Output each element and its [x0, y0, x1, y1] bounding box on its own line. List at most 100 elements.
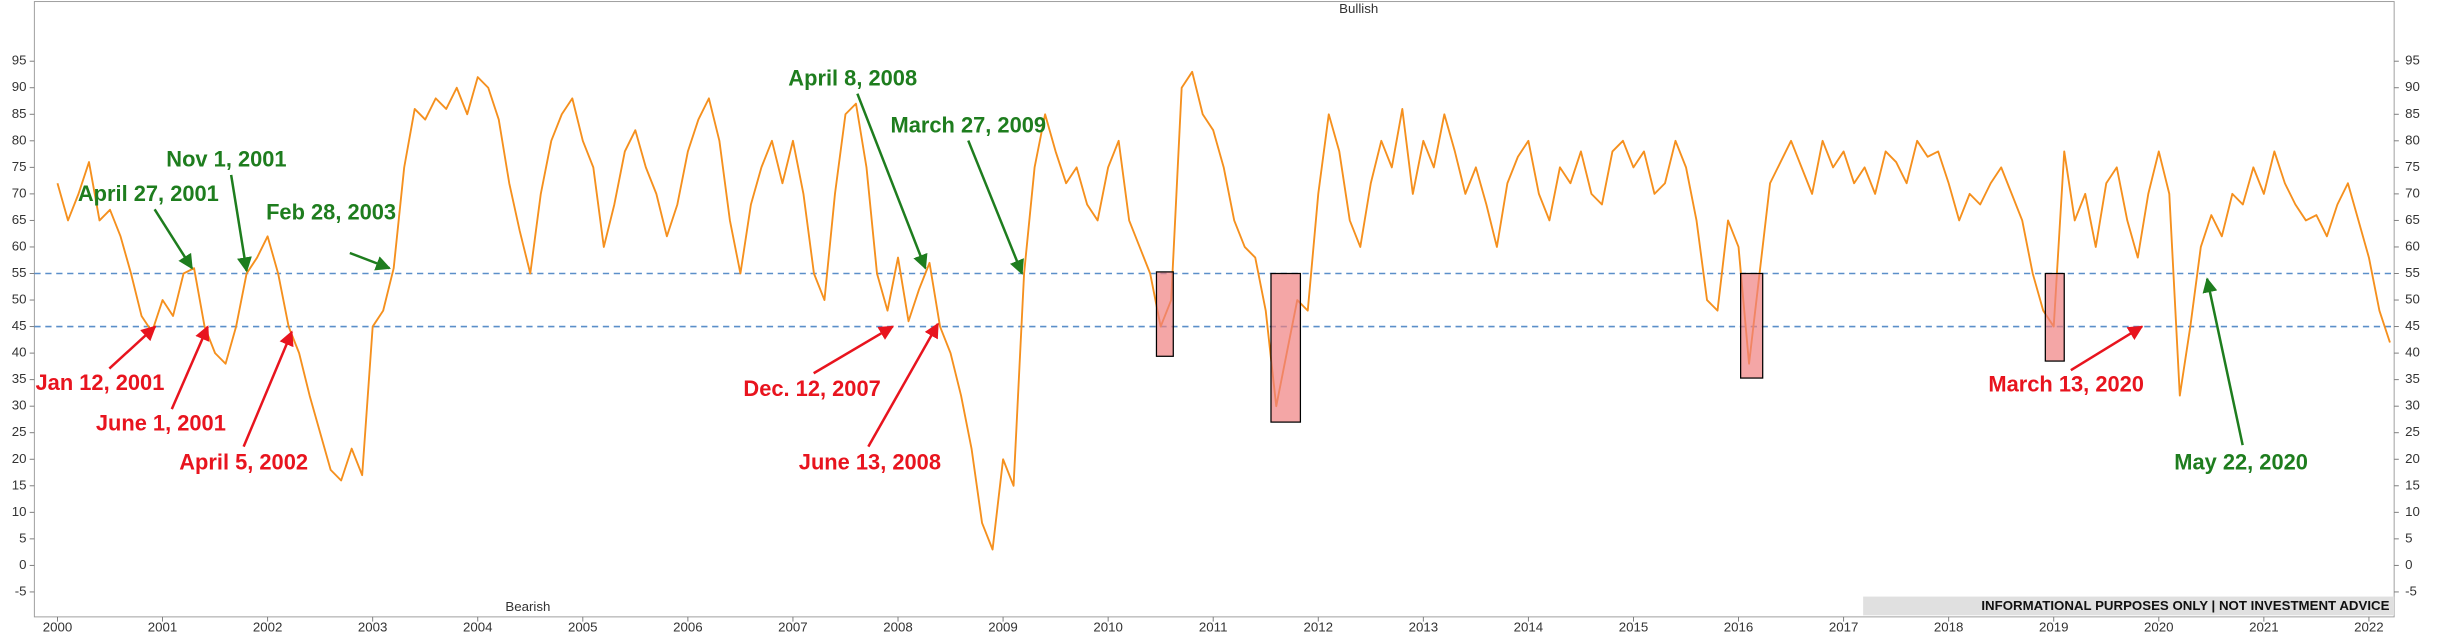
disclaimer: INFORMATIONAL PURPOSES ONLY | NOT INVEST…	[1981, 598, 2389, 613]
x-tick-label: 2003	[358, 619, 388, 634]
x-tick-label: 2005	[568, 619, 598, 634]
y2-tick-label: 65	[2405, 212, 2420, 227]
annotation-label: April 5, 2002	[179, 450, 308, 475]
y2-tick-label: 45	[2405, 318, 2420, 333]
annotation-label: April 8, 2008	[788, 65, 917, 90]
x-tick-label: 2018	[1934, 619, 1964, 634]
y-tick-label: 40	[12, 345, 27, 360]
y2-tick-label: 0	[2405, 557, 2412, 572]
x-tick-label: 2014	[1514, 619, 1544, 634]
x-tick-label: 2021	[2249, 619, 2279, 634]
annotation-arrow	[856, 93, 928, 270]
x-tick-label: 2017	[1829, 619, 1859, 634]
disclaimer-box	[1863, 596, 2395, 616]
x-tick-label: 2001	[148, 619, 178, 634]
x-tick-label: 2013	[1409, 619, 1439, 634]
annotation-arrow	[813, 325, 895, 375]
y2-tick-label: 85	[2405, 106, 2420, 121]
y-tick-label: 5	[19, 530, 26, 545]
annotation-arrow	[867, 322, 940, 448]
highlight-box	[1155, 271, 1174, 357]
y-tick-label: 25	[12, 424, 27, 439]
annotation-label: June 1, 2001	[96, 411, 226, 436]
x-tick-label: 2008	[883, 619, 913, 634]
annotation-label: Jan 12, 2001	[36, 370, 165, 395]
annotation-arrow	[153, 208, 194, 270]
y-tick-label: 0	[19, 557, 26, 572]
y2-tick-label: 95	[2405, 53, 2420, 68]
x-tick-label: 2019	[2039, 619, 2069, 634]
y-tick-label: 20	[12, 451, 27, 466]
y2-tick-label: 5	[2405, 530, 2412, 545]
annotation-label: May 22, 2020	[2174, 450, 2308, 475]
y2-tick-label: 50	[2405, 292, 2420, 307]
annotation-arrow	[2202, 277, 2244, 446]
y-tick-label: 10	[12, 504, 27, 519]
y2-tick-label: 80	[2405, 132, 2420, 147]
annotation-arrow	[229, 174, 252, 273]
y-tick-label: 35	[12, 371, 27, 386]
annotation-arrow	[967, 140, 1024, 275]
y2-tick-label: 40	[2405, 345, 2420, 360]
x-tick-label: 2009	[988, 619, 1018, 634]
y-tick-label: -5	[15, 583, 27, 598]
y-tick-label: 30	[12, 398, 27, 413]
y-tick-label: 15	[12, 477, 27, 492]
x-tick-label: 2007	[778, 619, 808, 634]
x-tick-label: 2006	[673, 619, 703, 634]
annotation-arrow	[349, 251, 391, 271]
y-tick-label: 80	[12, 132, 27, 147]
y2-tick-label: 70	[2405, 185, 2420, 200]
x-tick-label: 2004	[463, 619, 493, 634]
x-tick-label: 2020	[2144, 619, 2174, 634]
y2-tick-label: 30	[2405, 398, 2420, 413]
annotation-arrow	[2070, 325, 2144, 372]
annotation-arrow	[170, 325, 210, 410]
y2-tick-label: 15	[2405, 477, 2420, 492]
annotation-arrow	[242, 330, 294, 448]
highlight-box	[2044, 272, 2065, 362]
y2-tick-label: 55	[2405, 265, 2420, 280]
y-tick-label: 55	[12, 265, 27, 280]
y2-tick-label: 25	[2405, 424, 2420, 439]
x-tick-label: 2010	[1093, 619, 1123, 634]
annotation-label: Feb 28, 2003	[266, 200, 396, 225]
annotation-label: Nov 1, 2001	[166, 147, 286, 172]
y-tick-label: 65	[12, 212, 27, 227]
y2-tick-label: -5	[2405, 583, 2417, 598]
x-tick-label: 2016	[1724, 619, 1754, 634]
y-tick-label: 90	[12, 79, 27, 94]
y-tick-label: 95	[12, 53, 27, 68]
y-tick-label: 75	[12, 159, 27, 174]
bottom-label: Bearish	[505, 599, 550, 614]
y-tick-label: 45	[12, 318, 27, 333]
top-label: Bullish	[1339, 1, 1378, 16]
y-tick-label: 70	[12, 185, 27, 200]
y2-tick-label: 20	[2405, 451, 2420, 466]
plot-frame	[33, 1, 2395, 618]
annotation-arrow	[108, 325, 157, 370]
x-tick-label: 2012	[1304, 619, 1334, 634]
x-tick-label: 2022	[2354, 619, 2384, 634]
highlight-box	[1740, 272, 1764, 379]
y2-tick-label: 90	[2405, 79, 2420, 94]
y2-tick-label: 10	[2405, 504, 2420, 519]
y2-tick-label: 35	[2405, 371, 2420, 386]
y-tick-label: 85	[12, 106, 27, 121]
x-tick-label: 2002	[253, 619, 283, 634]
x-tick-label: 2000	[43, 619, 73, 634]
annotation-label: Dec. 12, 2007	[743, 376, 880, 401]
y2-tick-label: 60	[2405, 238, 2420, 253]
annotation-label: March 27, 2009	[891, 112, 1047, 137]
highlight-box	[1270, 272, 1302, 423]
annotation-label: June 13, 2008	[799, 450, 941, 475]
x-tick-label: 2015	[1619, 619, 1649, 634]
x-tick-label: 2011	[1199, 619, 1228, 634]
annotation-label: March 13, 2020	[1988, 372, 2144, 397]
y2-tick-label: 75	[2405, 159, 2420, 174]
y-tick-label: 60	[12, 238, 27, 253]
y-tick-label: 50	[12, 292, 27, 307]
annotation-label: April 27, 2001	[78, 181, 219, 206]
